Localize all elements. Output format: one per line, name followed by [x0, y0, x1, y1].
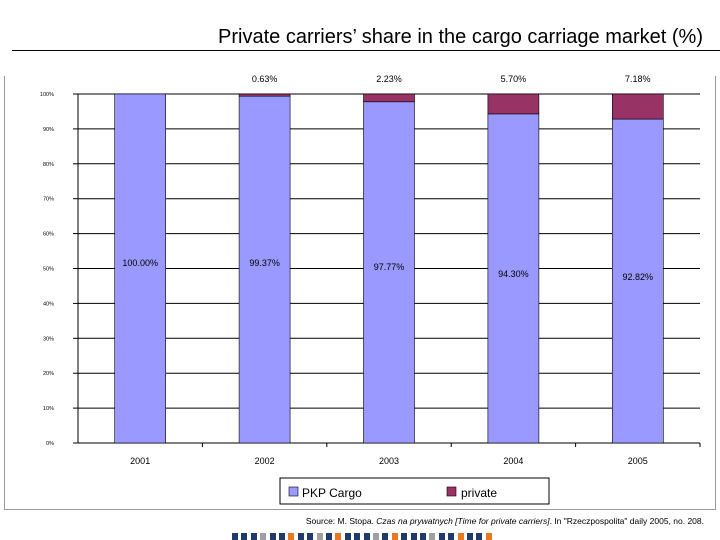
data-labels: 100.00% 99.37% 0.63% 97.77% 2.23% 94.30% 5.70%… [122, 74, 653, 282]
chart-title: Private carriers’ share in the cargo car… [218, 26, 703, 48]
bar-private [238, 93, 291, 97]
y-tick-label: 60% [43, 232, 54, 238]
legend-label-pkp-cargo: PKP Cargo [302, 486, 362, 500]
footer-square [241, 533, 248, 540]
data-label-private: 7.18% [625, 74, 651, 84]
chart-frame [4, 76, 716, 510]
y-tick-label: 90% [43, 127, 54, 133]
bar-private [611, 93, 664, 120]
footer-square [279, 533, 285, 540]
title-underline [12, 50, 720, 51]
footer-square [335, 533, 342, 540]
data-label-pkp: 99.37% [249, 258, 280, 268]
x-axis-ticks: 2001 2002 2003 2004 2005 [130, 443, 701, 466]
bars [114, 93, 664, 444]
footer-square [410, 533, 417, 540]
legend-box [279, 477, 550, 505]
y-tick-label: 40% [43, 301, 54, 307]
y-tick-label: 10% [43, 406, 54, 412]
footer-square [232, 533, 238, 540]
x-tick-label: 2005 [628, 456, 648, 466]
footer-square [438, 533, 445, 540]
x-tick-label: 2002 [255, 456, 275, 466]
x-tick-label: 2001 [130, 456, 150, 466]
footer-square [260, 533, 267, 540]
footer-square [297, 533, 304, 540]
y-tick-label: 70% [43, 197, 54, 203]
data-label-private: 5.70% [501, 74, 527, 84]
footer-square [307, 533, 314, 540]
footer-square [326, 533, 332, 540]
source-title: Czas na prywatnych [Time for private car… [376, 516, 550, 526]
footer-square [382, 533, 389, 540]
footer-square [485, 533, 492, 540]
legend-swatch-private [446, 486, 457, 497]
legend-label-private: private [461, 486, 497, 500]
data-label-pkp: 94.30% [498, 269, 529, 279]
footer-square [363, 533, 370, 540]
footer-square [373, 533, 379, 540]
bar-pkp-cargo [114, 93, 166, 444]
y-axis-ticks: 0% 10% 20% 30% 40% 50% 60% 70% 80% 90% 100% [40, 92, 54, 447]
source-note: Source: M. Stopa. Czas na prywatnych [Ti… [0, 516, 704, 526]
data-label-pkp: 92.82% [623, 272, 654, 282]
footer-square [420, 533, 426, 540]
source-prefix: Source: M. Stopa. [305, 516, 377, 526]
footer-square [467, 533, 473, 540]
y-tick-label: 0% [46, 441, 54, 447]
source-suffix: . In "Rzeczpospolita" daily 2005, no. 20… [549, 516, 704, 526]
footer-square [344, 533, 351, 540]
legend: PKP Cargo private [279, 477, 550, 505]
bar-private [487, 93, 540, 115]
x-tick-label: 2003 [379, 456, 399, 466]
y-tick-label: 80% [43, 162, 54, 168]
footer-square [476, 533, 483, 540]
legend-swatch-pkp-cargo [288, 486, 299, 497]
data-label-private: 2.23% [376, 74, 402, 84]
bar-private [363, 93, 415, 103]
y-tick-label: 50% [43, 267, 54, 273]
footer-square [269, 533, 276, 540]
data-label-pkp: 100.00% [122, 258, 158, 268]
x-tick-label: 2004 [503, 456, 523, 466]
footer-square [429, 533, 436, 540]
footer-square [354, 533, 361, 540]
footer-square [401, 533, 408, 540]
bar-pkp-cargo [238, 95, 291, 444]
bar-pkp-cargo [611, 118, 664, 444]
footer-square [316, 533, 323, 540]
footer-decoration [232, 533, 502, 540]
bar-pkp-cargo [363, 101, 415, 444]
data-label-pkp: 97.77% [374, 262, 405, 272]
y-tick-label: 100% [40, 92, 54, 98]
y-tick-label: 30% [43, 336, 54, 342]
footer-square [457, 533, 464, 540]
footer-square [448, 533, 455, 540]
footer-square [250, 533, 257, 540]
data-label-private: 0.63% [252, 74, 278, 84]
y-tick-label: 20% [43, 371, 54, 377]
footer-square [391, 533, 398, 540]
bar-pkp-cargo [487, 113, 540, 444]
footer-square [288, 533, 295, 540]
